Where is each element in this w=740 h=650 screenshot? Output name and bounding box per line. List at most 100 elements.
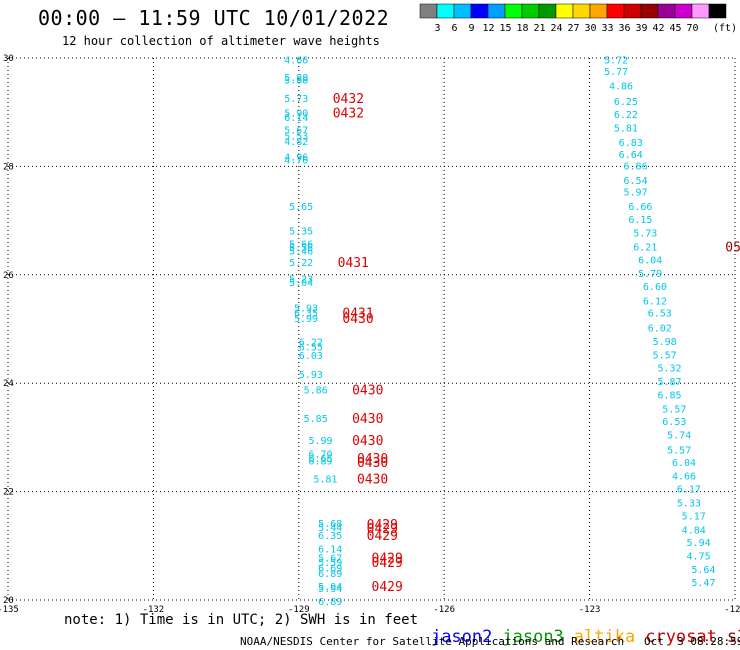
x-tick-label: -120 <box>724 605 740 615</box>
wave-height-label: 5.93 <box>294 303 318 314</box>
wave-height-label: 6.89 <box>318 569 342 580</box>
pass-time-label: 0430 <box>357 452 388 467</box>
pass-time-label: 0432 <box>333 107 364 122</box>
wave-height-label: 5.53 <box>284 132 308 143</box>
legend-altika: altika <box>573 627 636 647</box>
wave-height-label: 6.65 <box>308 454 332 465</box>
wave-height-label: 5.72 <box>604 56 628 67</box>
wave-height-label: 5.97 <box>624 187 648 198</box>
wave-height-label: 6.02 <box>648 323 672 334</box>
colorbar-label: 12 <box>482 23 494 34</box>
pass-time-label: 0430 <box>357 456 388 471</box>
pass-time-label: 0430 <box>352 434 383 449</box>
wave-height-label: 5.93 <box>299 370 323 381</box>
wave-height-label: 5.65 <box>289 202 313 213</box>
wave-height-label: 6.55 <box>299 342 323 353</box>
wave-height-label: 5.68 <box>318 519 342 530</box>
wave-height-label: 5.67 <box>284 126 308 137</box>
pass-time-label: 0429 <box>372 556 403 571</box>
x-tick-label: -135 <box>0 605 19 615</box>
wave-height-label: 4.84 <box>682 526 706 537</box>
credit-line: NOAA/NESDIS Center for Satellite Applica… <box>240 635 740 648</box>
y-tick-label: 20 <box>3 596 14 606</box>
pass-time-label: 0430 <box>352 384 383 399</box>
wave-height-label: 6.53 <box>648 309 672 320</box>
wave-height-label: 6.04 <box>638 256 662 267</box>
pass-time-label: 0429 <box>372 580 403 595</box>
x-tick-label: -132 <box>143 605 165 615</box>
wave-height-label: 6.25 <box>614 97 638 108</box>
wave-height-label: 6.17 <box>677 484 701 495</box>
colorbar-label: 24 <box>550 23 562 34</box>
pass-time-label: 0431 <box>342 307 373 322</box>
wave-height-label: 5.23 <box>289 275 313 286</box>
pass-time-label: 0430 <box>357 473 388 488</box>
wave-height-label: 5.99 <box>294 314 318 325</box>
colorbar-label: 21 <box>533 23 545 34</box>
legend-jason3: jason3 <box>502 627 564 647</box>
wave-height-label: 5.64 <box>691 565 715 576</box>
wave-height-label: 5.77 <box>604 67 628 78</box>
wave-height-label: 6.89 <box>308 457 332 468</box>
wave-height-label: 5.56 <box>289 243 313 254</box>
x-tick-label: -123 <box>579 605 601 615</box>
pass-time-label: 0430 <box>342 312 373 327</box>
wave-height-label: 6.69 <box>318 563 342 574</box>
x-tick-label: -129 <box>288 605 310 615</box>
wave-height-label: 4.66 <box>672 471 696 482</box>
wave-height-label: 5.73 <box>633 229 657 240</box>
y-tick-label: 24 <box>3 379 14 389</box>
wave-height-label: 4.76 <box>284 155 308 166</box>
wave-height-label: 5.85 <box>304 414 328 425</box>
y-tick-label: 28 <box>3 162 14 172</box>
wave-height-label: 5.86 <box>304 386 328 397</box>
colorbar-label: 45 <box>669 23 681 34</box>
wave-height-label: 6.83 <box>619 138 643 149</box>
wave-height-label: 6.64 <box>619 150 643 161</box>
y-tick-label: 30 <box>3 54 14 64</box>
wave-height-label: 6.35 <box>294 309 318 320</box>
chart-title: 00:00 – 11:59 UTC 10/01/2022 <box>38 6 390 30</box>
wave-height-label: 5.33 <box>677 498 701 509</box>
colorbar-label: 18 <box>516 23 528 34</box>
wave-height-label: 5.44 <box>318 523 342 534</box>
wave-height-label: 6.22 <box>299 337 323 348</box>
wave-height-label: 6.35 <box>318 531 342 542</box>
note-text: note: 1) Time is in UTC; 2) SWH is in fe… <box>64 612 419 628</box>
wave-height-label: 5.88 <box>284 73 308 84</box>
wave-height-label: 5.57 <box>667 445 691 456</box>
wave-height-label: 5.94 <box>687 538 711 549</box>
wave-height-label: 5.73 <box>284 94 308 105</box>
wave-height-label: 5.81 <box>614 123 638 134</box>
colorbar-label: 15 <box>499 23 511 34</box>
x-tick-label: -126 <box>433 605 455 615</box>
wave-height-label: 6.22 <box>614 110 638 121</box>
wave-height-label: 5.87 <box>657 377 681 388</box>
wave-height-label: 5.99 <box>308 436 332 447</box>
wave-height-label: 5.47 <box>691 578 715 589</box>
pass-time-label: 0429 <box>367 518 398 533</box>
wave-height-label: 5.22 <box>289 258 313 269</box>
legend-cryosat: cryosat <box>645 627 717 647</box>
wave-height-label: 5.59 <box>318 558 342 569</box>
wave-height-label: 6.15 <box>628 215 652 226</box>
pass-time-label: 0431 <box>338 256 369 271</box>
pass-time-label: 0429 <box>372 552 403 567</box>
pass-time-label: 0430 <box>352 412 383 427</box>
wave-height-label: 5.74 <box>667 431 691 442</box>
wave-height-label: 4.82 <box>284 137 308 148</box>
wave-height-label: 6.53 <box>662 417 686 428</box>
colorbar-label: 3 <box>434 23 440 34</box>
wave-height-label: 5.35 <box>289 226 313 237</box>
wave-height-label: 5.88 <box>284 76 308 87</box>
colorbar-label: 6 <box>451 23 457 34</box>
y-tick-label: 22 <box>3 488 14 498</box>
wave-height-label: 5.57 <box>653 350 677 361</box>
wave-height-label: 6.60 <box>643 282 667 293</box>
wave-height-label: 6.04 <box>672 458 696 469</box>
wave-height-label: 6.03 <box>299 351 323 362</box>
chart-subtitle: 12 hour collection of altimeter wave hei… <box>62 34 380 48</box>
satellite-legend: jason2 jason3 altika cryosat s3a <box>390 607 740 650</box>
